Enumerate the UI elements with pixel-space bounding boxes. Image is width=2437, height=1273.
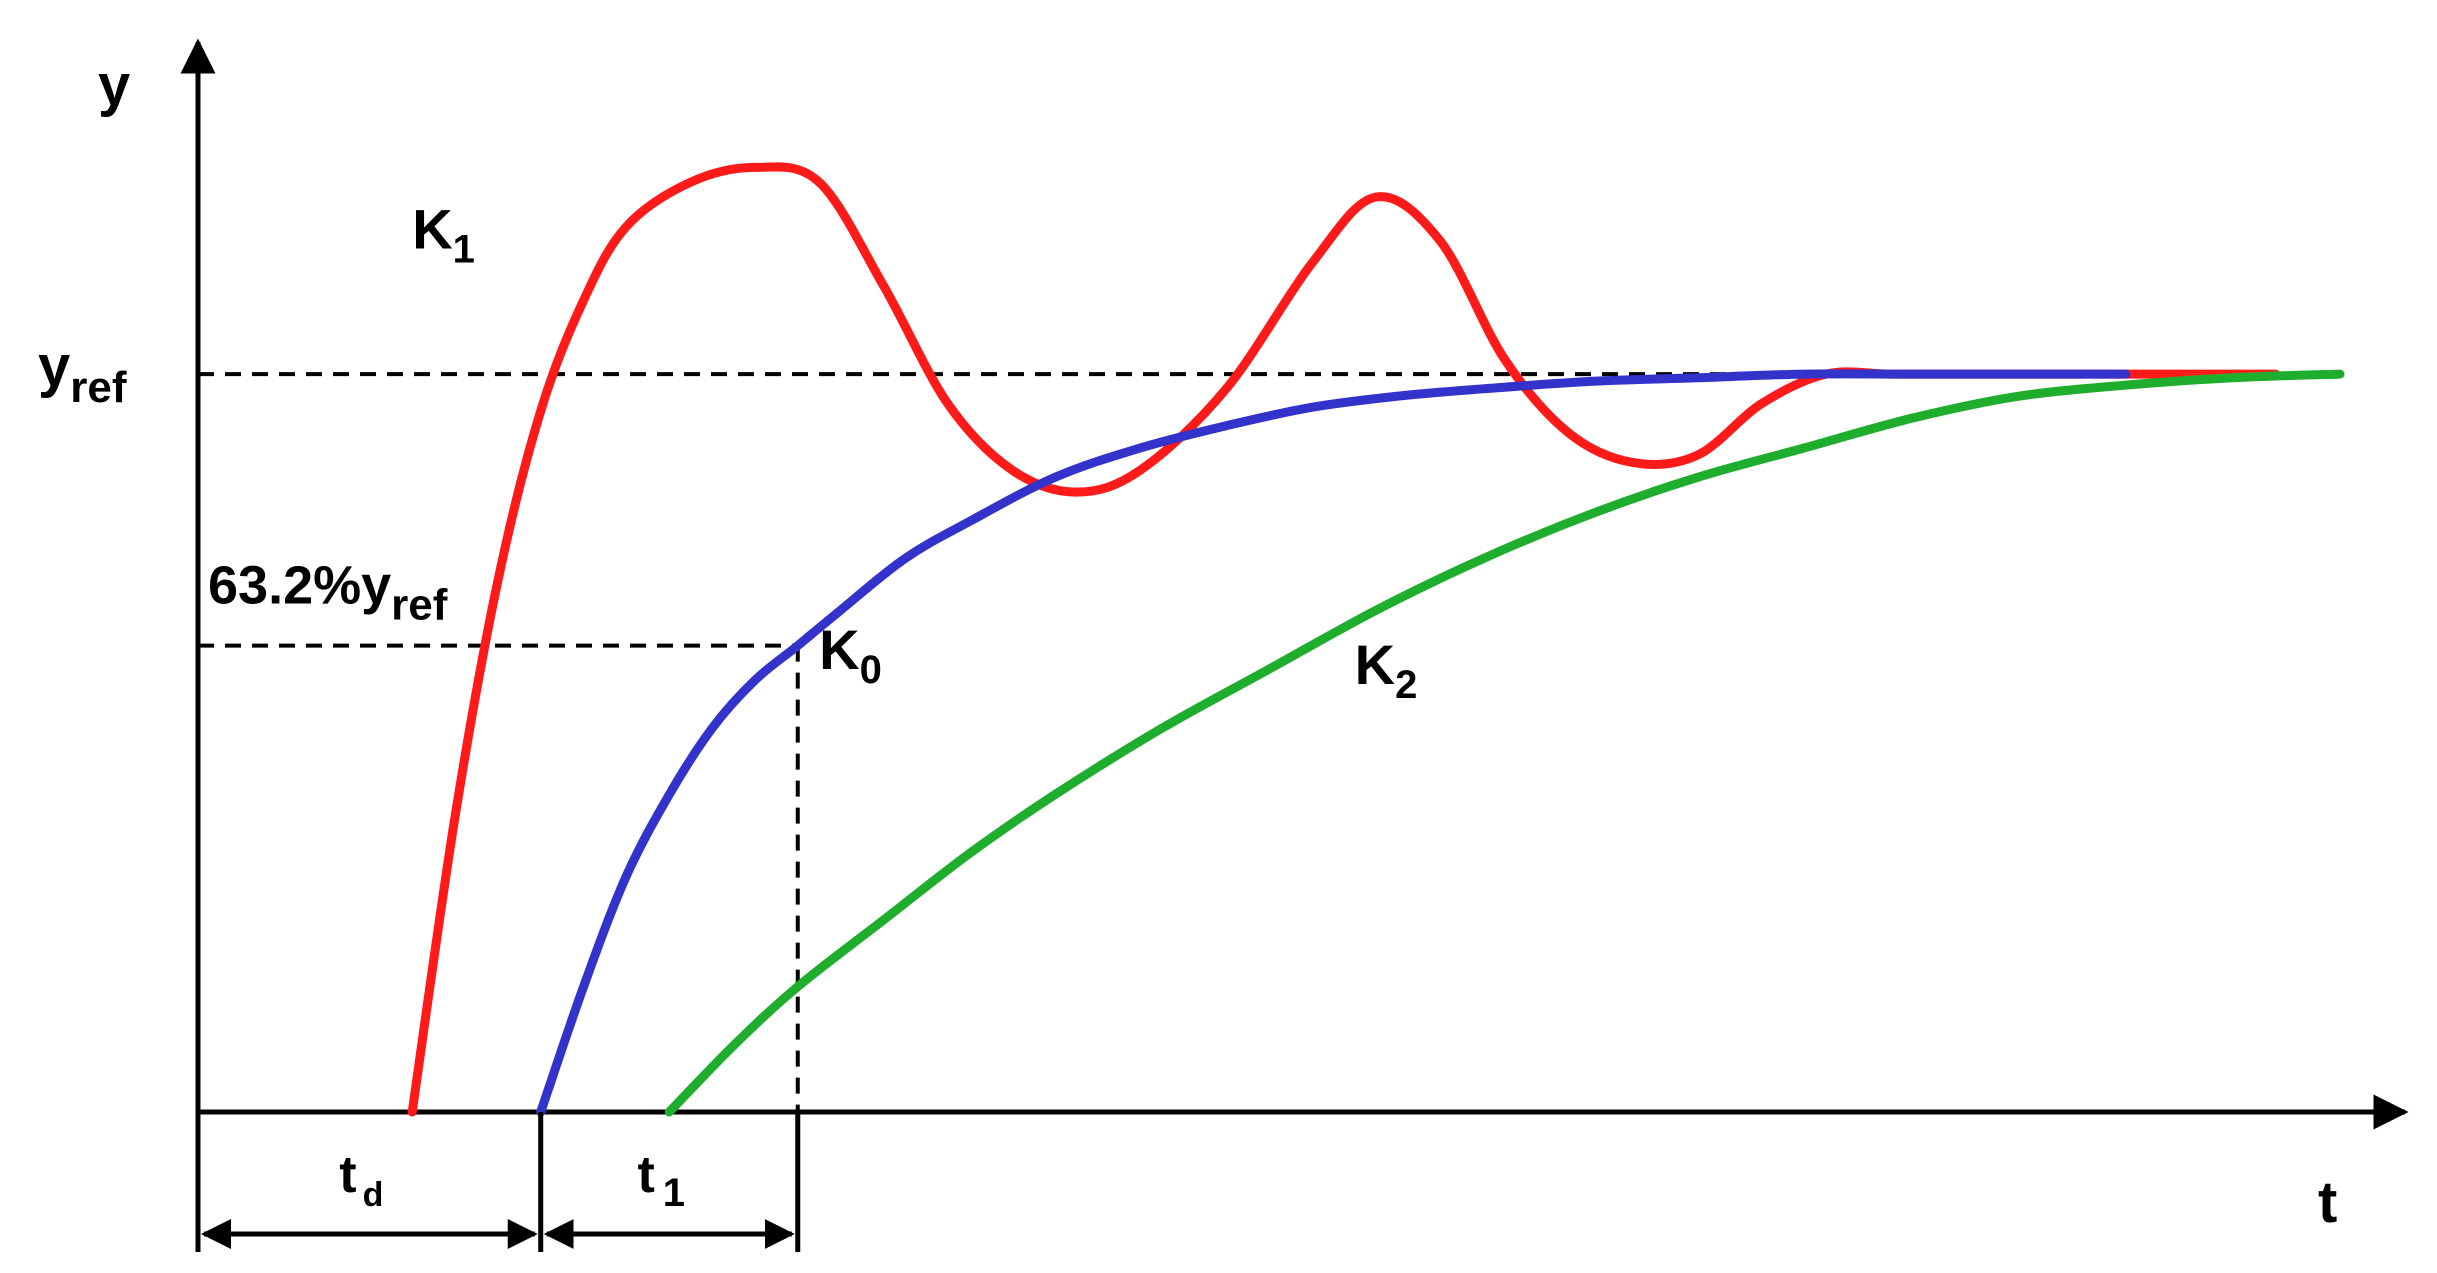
x-axis-label: t — [2318, 1170, 2337, 1235]
y-axis-label: y — [98, 53, 130, 118]
curve-k2 — [664, 369, 2345, 1117]
series-label-k0: K0 — [819, 618, 882, 692]
curve-k1 — [407, 162, 2281, 1117]
series-label-k2: K2 — [1355, 633, 1418, 707]
curve-k0 — [536, 369, 2131, 1117]
fraction-label: 63.2%yref — [208, 556, 448, 630]
reference-label: yref — [38, 334, 127, 412]
series-label-k1: K1 — [412, 198, 475, 272]
